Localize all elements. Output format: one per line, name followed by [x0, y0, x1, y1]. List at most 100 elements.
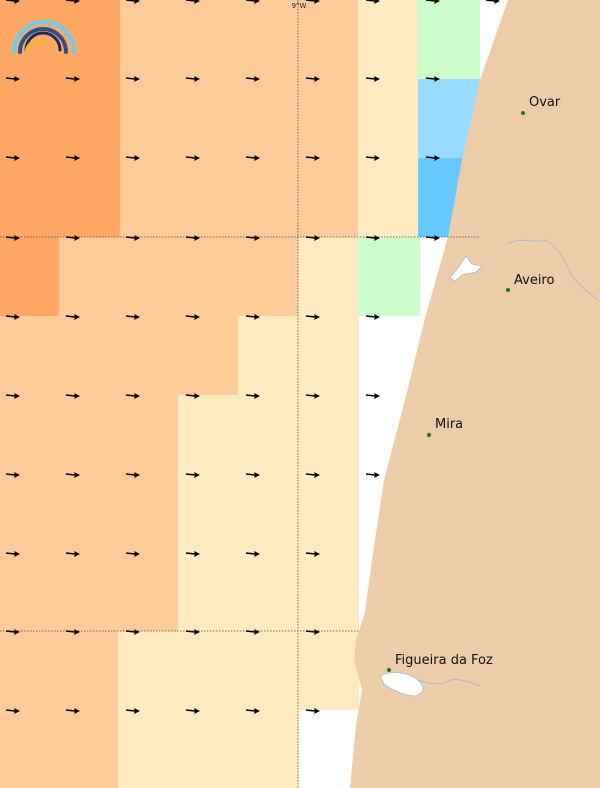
- wind-arrow-head: [194, 314, 200, 320]
- wind-arrow-shaft: [305, 394, 316, 397]
- wind-arrow-head: [314, 708, 320, 714]
- wind-arrow-shaft: [305, 630, 316, 633]
- wind-arrow-head: [254, 235, 260, 241]
- wind-arrow-shaft: [65, 709, 76, 712]
- wind-arrow-head: [134, 0, 140, 4]
- wind-arrow-shaft: [125, 315, 136, 318]
- sea-cell: [59, 237, 299, 316]
- wind-arrow-head: [74, 708, 80, 714]
- wind-arrow-shaft: [305, 0, 316, 2]
- wind-arrow-head: [134, 314, 140, 320]
- wind-arrow-head: [14, 708, 20, 714]
- wind-arrow-shaft: [365, 0, 376, 2]
- wind-arrow-shaft: [245, 0, 256, 2]
- rainbow-logo: [12, 20, 76, 54]
- wind-arrow-shaft: [65, 0, 76, 2]
- wind-arrow-shaft: [65, 473, 76, 476]
- wind-arrow-shaft: [185, 77, 196, 80]
- city-dot: [427, 433, 431, 437]
- city-ovar[interactable]: Ovar: [521, 95, 561, 115]
- city-mira[interactable]: Mira: [427, 417, 463, 437]
- wind-arrow-shaft: [305, 473, 316, 476]
- wind-arrow-shaft: [365, 236, 376, 239]
- wind-arrow-shaft: [245, 394, 256, 397]
- wind-arrow-head: [254, 629, 260, 635]
- wind-arrow-head: [134, 393, 140, 399]
- wind-arrow-head: [134, 76, 140, 82]
- sea-cell: [298, 237, 360, 316]
- wind-arrow-shaft: [125, 552, 136, 555]
- sea-cell: [118, 631, 299, 788]
- wind-arrow-head: [14, 0, 20, 4]
- wind-arrow-head: [74, 76, 80, 82]
- wind-arrow-shaft: [65, 630, 76, 633]
- wind-arrow-head: [194, 235, 200, 241]
- wind-arrow-shaft: [125, 156, 136, 159]
- wind-arrow-head: [254, 472, 260, 478]
- sea-cell: [120, 0, 360, 237]
- city-label-figueira: Figueira da Foz: [395, 653, 493, 668]
- wind-arrow-head: [314, 629, 320, 635]
- wind-arrow-shaft: [5, 236, 16, 239]
- wind-arrow-head: [374, 393, 380, 399]
- wind-arrow-shaft: [5, 552, 16, 555]
- wind-arrow-head: [14, 76, 20, 82]
- wind-arrow-shaft: [425, 77, 436, 80]
- aveiro-lagoon: [449, 255, 483, 282]
- wind-arrow-head: [314, 393, 320, 399]
- wind-arrow-shaft: [245, 709, 256, 712]
- wind-arrow-shaft: [185, 552, 196, 555]
- wind-arrow-head: [194, 155, 200, 161]
- wind-arrow-shaft: [365, 394, 376, 397]
- wind-arrow-shaft: [5, 0, 16, 2]
- wind-arrow-shaft: [245, 315, 256, 318]
- river-line: [507, 239, 599, 301]
- wind-arrow-head: [374, 0, 380, 4]
- wind-arrow-head: [134, 472, 140, 478]
- sea-color-cells: [0, 0, 480, 788]
- wind-arrow-shaft: [305, 236, 316, 239]
- wind-arrow-head: [254, 76, 260, 82]
- wind-arrow-shaft: [125, 236, 136, 239]
- wind-arrow-head: [374, 314, 380, 320]
- graticule: [0, 0, 480, 788]
- city-label-ovar: Ovar: [529, 95, 561, 110]
- wind-arrow-head: [14, 629, 20, 635]
- sea-cell: [238, 316, 359, 395]
- wind-arrow-shaft: [305, 77, 316, 80]
- wind-arrow-head: [194, 393, 200, 399]
- city-figueira[interactable]: Figueira da Foz: [387, 653, 493, 672]
- sea-cell: [298, 631, 359, 710]
- wind-arrow-shaft: [425, 236, 436, 239]
- wind-arrow-head: [254, 708, 260, 714]
- land-mass: [350, 0, 600, 788]
- wind-arrow-head: [374, 76, 380, 82]
- wind-arrow-shaft: [305, 156, 316, 159]
- wind-arrow-shaft: [65, 77, 76, 80]
- wind-arrow-shaft: [425, 156, 436, 159]
- wind-arrow-head: [14, 393, 20, 399]
- wind-arrow-head: [314, 0, 320, 4]
- wind-arrow-head: [314, 551, 320, 557]
- wind-arrow-shaft: [305, 315, 316, 318]
- logo-arc-outer: [12, 20, 76, 54]
- wind-arrow-shaft: [125, 394, 136, 397]
- city-dot: [521, 111, 525, 115]
- wind-arrow-head: [74, 155, 80, 161]
- wind-arrow-head: [74, 551, 80, 557]
- wind-arrow-head: [434, 76, 440, 82]
- wind-arrow-shaft: [365, 156, 376, 159]
- wind-arrow-shaft: [245, 236, 256, 239]
- wind-arrow-head: [14, 472, 20, 478]
- city-aveiro[interactable]: Aveiro: [506, 273, 554, 292]
- wind-arrow-head: [74, 314, 80, 320]
- wind-arrow-head: [134, 235, 140, 241]
- river-line: [417, 679, 481, 687]
- wind-arrow-shaft: [5, 709, 16, 712]
- wind-arrow-head: [74, 235, 80, 241]
- sea-cell: [418, 0, 480, 79]
- figueira-estuary: [379, 672, 424, 697]
- wind-arrow-shaft: [425, 0, 436, 2]
